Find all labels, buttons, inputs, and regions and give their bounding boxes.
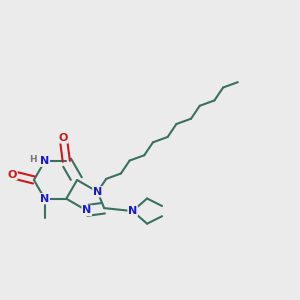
Text: H: H	[29, 155, 37, 164]
Text: N: N	[40, 156, 49, 166]
Text: O: O	[8, 169, 17, 180]
Text: N: N	[128, 206, 137, 216]
Text: N: N	[82, 206, 91, 215]
Text: O: O	[58, 133, 68, 143]
Text: N: N	[40, 194, 49, 204]
Text: N: N	[93, 187, 102, 197]
